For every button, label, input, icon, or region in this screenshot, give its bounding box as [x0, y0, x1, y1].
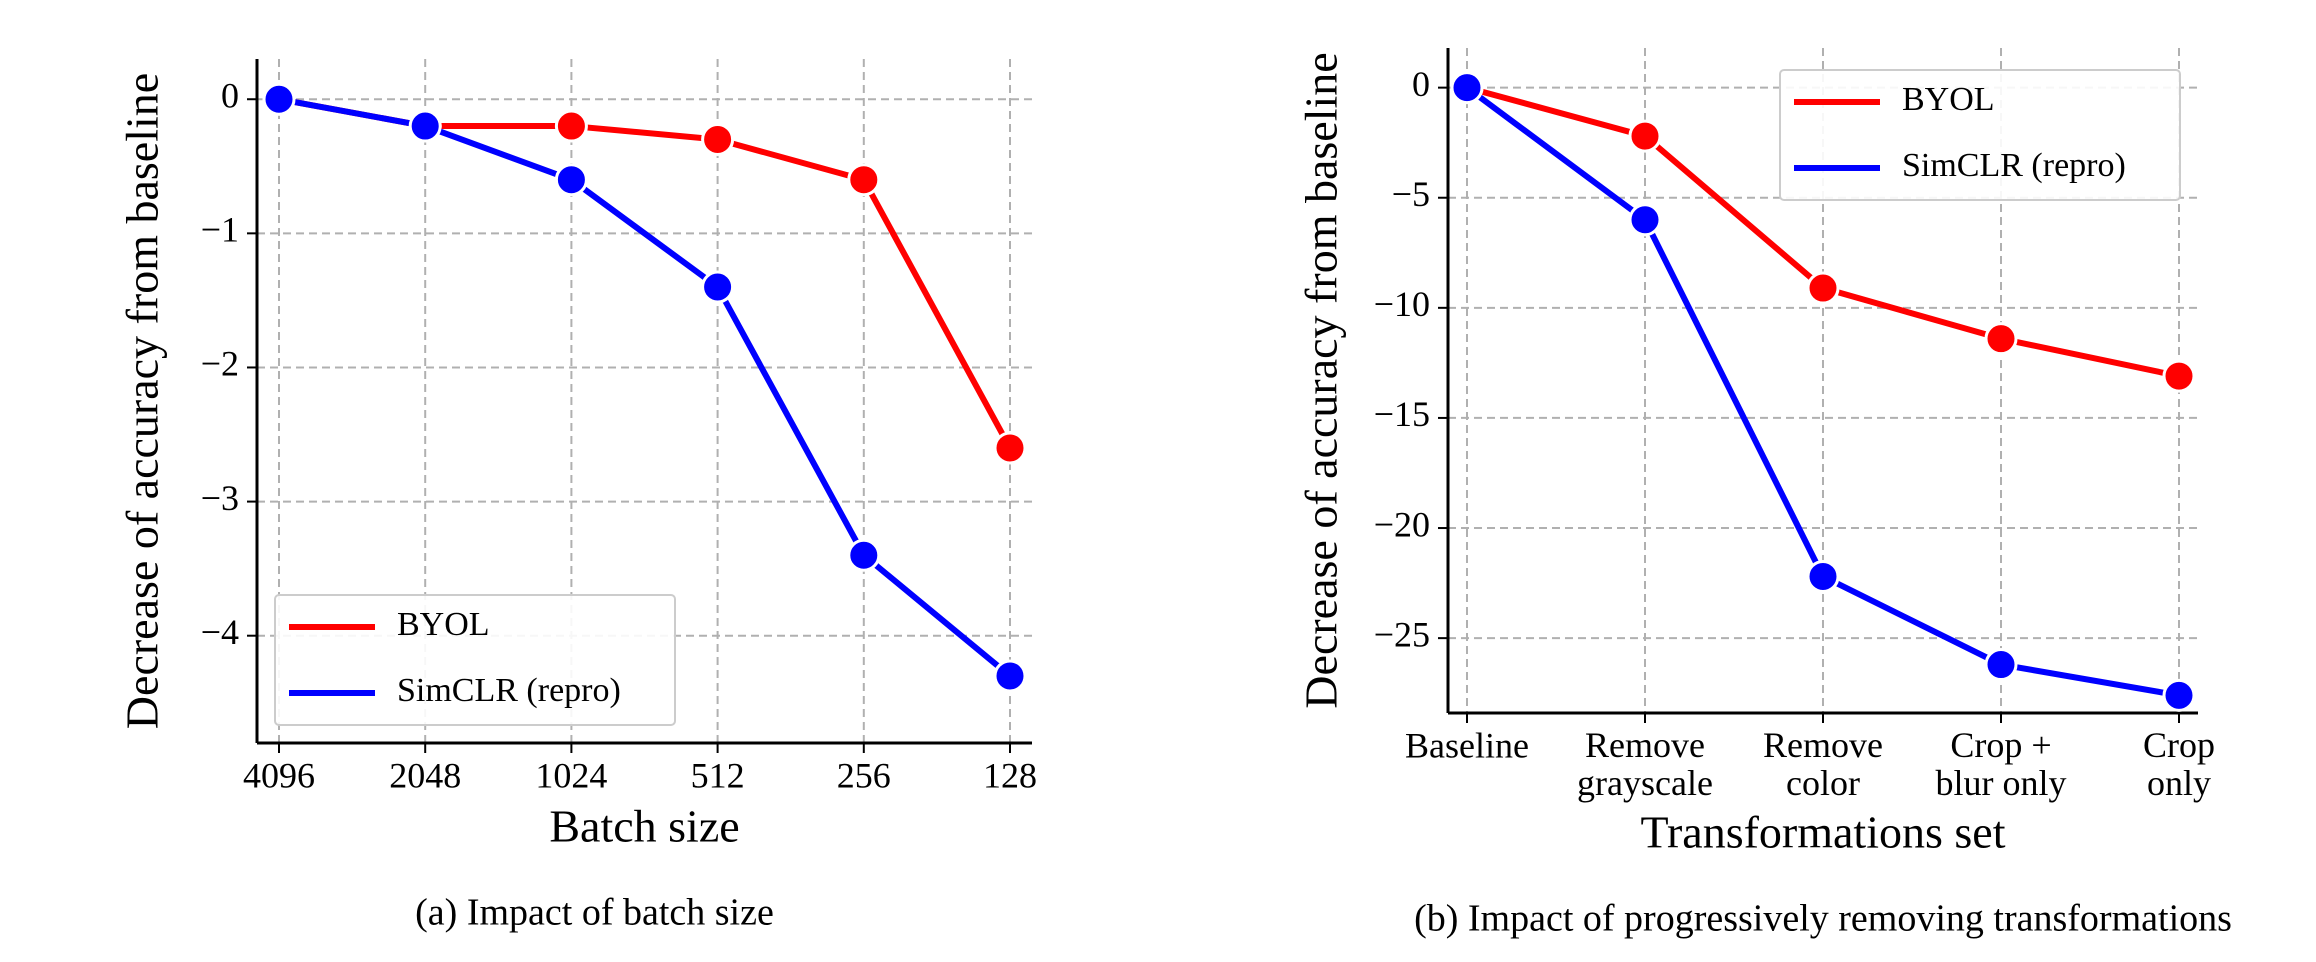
marker: [262, 82, 296, 116]
y-tick-label: −5: [1392, 174, 1430, 214]
marker: [1628, 119, 1662, 153]
chart: 0 −5 −10 −15 −20 −25 Baseline Remove grayscale Re…: [1296, 48, 2232, 940]
marker: [1806, 271, 1840, 305]
legend-label: SimCLR (repro): [1902, 147, 2126, 184]
marker: [847, 538, 881, 572]
marker: [554, 163, 588, 197]
marker: [1806, 559, 1840, 593]
marker: [1628, 203, 1662, 237]
y-tick-label: 0: [221, 76, 239, 116]
marker: [408, 109, 442, 143]
y-axis-label: Decrease of accuracy from baseline: [1296, 52, 1347, 708]
series-line: [278, 96, 1012, 679]
chart: 0 −1 −2 −3 −4 4096 2048 1024 512 256 128 Batch size…: [117, 59, 1037, 934]
marker: [1450, 71, 1484, 105]
series-line: [278, 96, 1013, 450]
legend-label: SimCLR (repro): [397, 672, 621, 709]
marker: [2162, 678, 2196, 712]
x-tick-label: 4096: [243, 755, 315, 795]
caption: (b) Impact of progressively removing tra…: [1414, 898, 2232, 940]
x-tick-label: Crop + blur only: [1936, 725, 2067, 803]
y-tick-label: 0: [1412, 64, 1430, 104]
x-tick-label: Remove grayscale: [1577, 725, 1713, 803]
x-tick-label: Crop only: [2143, 725, 2215, 803]
y-axis-label: Decrease of accuracy from baseline: [117, 73, 168, 729]
y-tick-label: −3: [201, 478, 239, 518]
x-axis-label: Batch size: [549, 801, 739, 852]
x-axis-label: Transformations set: [1640, 807, 2005, 858]
y-tick-label: −1: [201, 210, 239, 250]
y-tick-label: −15: [1374, 394, 1430, 434]
x-tick-label: 1024: [535, 755, 607, 795]
marker: [993, 431, 1027, 465]
x-tick-label: 256: [837, 755, 891, 795]
marker: [1984, 648, 2018, 682]
y-tick-label: −20: [1374, 504, 1430, 544]
x-tick-label: 2048: [389, 755, 461, 795]
marker: [993, 659, 1027, 693]
legend-label: BYOL: [1902, 81, 1995, 118]
marker: [2162, 359, 2196, 393]
caption: (a) Impact of batch size: [415, 892, 774, 934]
marker: [701, 122, 735, 156]
y-tick-label: −10: [1374, 284, 1430, 324]
y-tick-label: −25: [1374, 614, 1430, 654]
marker: [847, 163, 881, 197]
y-tick-label: −4: [201, 612, 239, 652]
marker: [701, 270, 735, 304]
marker: [554, 109, 588, 143]
x-tick-label: Baseline: [1405, 725, 1529, 765]
x-tick-label: 128: [983, 755, 1037, 795]
marker: [1984, 322, 2018, 356]
y-tick-label: −2: [201, 344, 239, 384]
x-tick-label: 512: [691, 755, 745, 795]
x-tick-label: Remove color: [1763, 725, 1883, 803]
legend-label: BYOL: [397, 606, 490, 643]
